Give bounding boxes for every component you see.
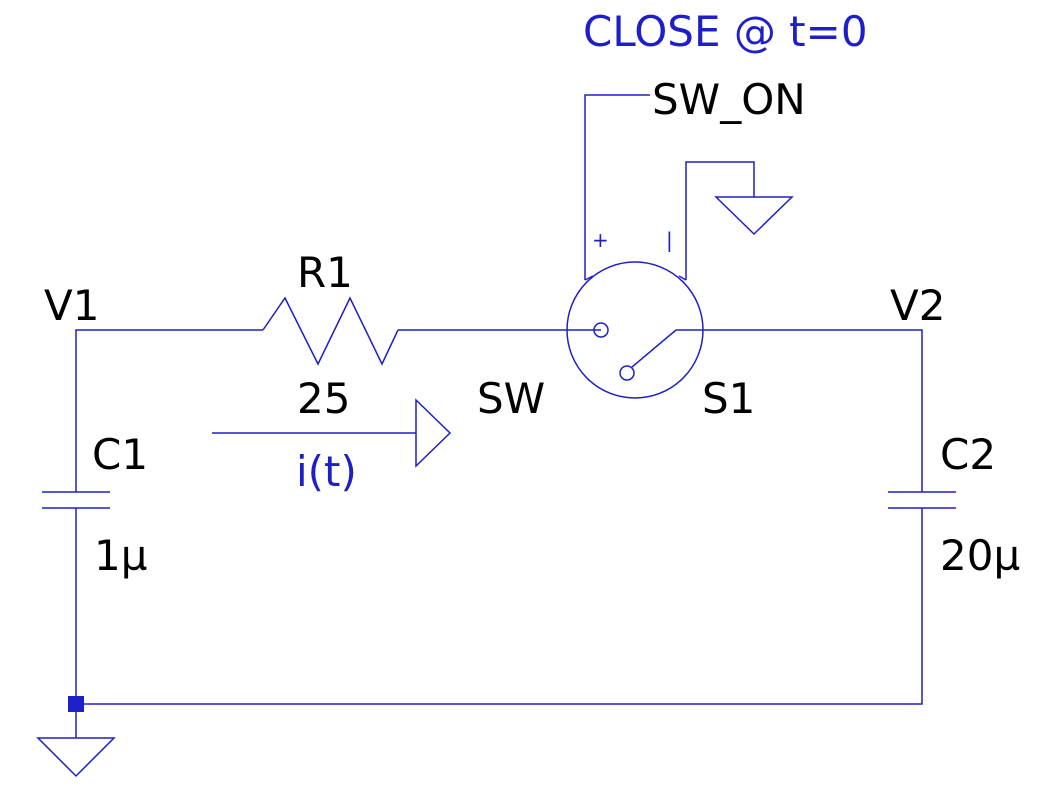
node-label-v2: V2 [890,281,945,330]
wires [75,94,923,738]
wire-control-minus[interactable] [685,161,755,280]
switch-pin-minus: | [666,228,673,252]
switch-directive: CLOSE @ t=0 [583,7,868,56]
switch-model-label: SW [477,374,545,423]
switch-ref-label: S1 [702,374,755,423]
wire-switch-to-v2[interactable] [676,329,923,492]
ground-symbol-bottom[interactable] [36,737,116,778]
switch-body [566,261,704,399]
switch-arm [631,329,677,368]
node-label-v1: V1 [44,281,99,330]
resistor-value: 25 [297,374,350,423]
net-label-sw-on: SW_ON [652,75,806,124]
ground-symbol-control[interactable] [714,196,794,236]
wire-v1-to-r1[interactable] [75,329,263,492]
junction-dot [68,696,84,712]
switch-contact-bottom [619,365,635,381]
switch-s1[interactable] [566,261,704,399]
capacitor-c2-value: 20µ [940,531,1020,580]
resistor-r1[interactable] [262,296,399,366]
capacitor-c2[interactable] [888,491,956,509]
resistor-ref: R1 [297,248,353,297]
wire-control-plus[interactable] [584,94,650,280]
capacitor-c1-value: 1µ [94,531,147,580]
switch-contact-top [593,322,609,338]
wire-c2-to-ground[interactable] [76,508,923,705]
capacitor-c2-ref: C2 [940,430,996,479]
current-arrow-icon [212,398,452,468]
capacitor-c1-ref: C1 [92,430,148,479]
current-probe-label: i(t) [296,447,357,496]
switch-pin-plus: + [592,228,609,252]
capacitor-c1[interactable] [42,491,110,509]
